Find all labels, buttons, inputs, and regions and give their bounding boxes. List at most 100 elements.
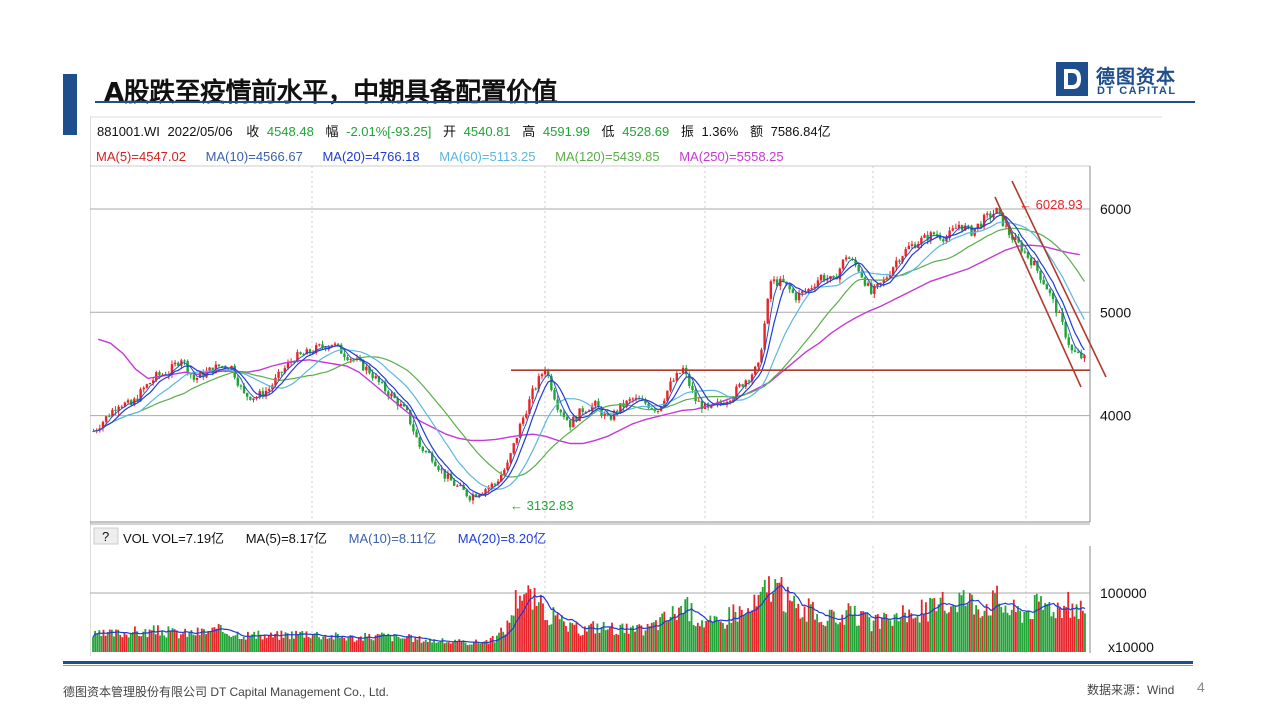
volume-bar (632, 625, 634, 652)
volume-bar (131, 632, 134, 652)
volume-bar (481, 641, 484, 652)
volume-bar (569, 622, 572, 652)
volume-bar (807, 598, 810, 652)
volume-bar (981, 616, 984, 652)
volume-bar (678, 607, 680, 652)
candle-body (942, 239, 945, 242)
volume-bar (991, 590, 994, 652)
candle-body (120, 406, 123, 408)
candle-body (452, 480, 456, 486)
header-date: 2022/05/06 (168, 124, 233, 139)
candle-body (766, 298, 769, 324)
volume-bar (860, 611, 862, 652)
volume-bar (941, 591, 944, 652)
volume-bar (778, 582, 781, 652)
volume-bar (711, 621, 714, 652)
candle-body (308, 349, 312, 354)
volume-bar (364, 632, 366, 652)
volume-bar (125, 634, 128, 652)
volume-bar (910, 613, 913, 652)
volume-bar (334, 632, 337, 652)
volume-bar (722, 623, 724, 652)
volume-bar (1065, 607, 1068, 652)
volume-bar (627, 633, 630, 652)
volume-bar (485, 640, 488, 652)
volume-bar (573, 624, 576, 652)
volume-bar (1042, 609, 1045, 652)
candle-body (148, 383, 152, 385)
volume-bar (539, 594, 542, 652)
volume-bar (253, 631, 256, 652)
volume-help-button[interactable] (93, 527, 119, 545)
candle-body (697, 400, 700, 402)
price-tick-5000: 5000 (1100, 304, 1131, 320)
candle-body (675, 373, 678, 381)
price-tick-4000: 4000 (1100, 408, 1131, 424)
candle-body (860, 271, 864, 278)
volume-bar (891, 625, 894, 652)
channel-line-upper (1011, 180, 1107, 378)
volume-bar (470, 644, 473, 652)
volume-bar (148, 629, 151, 652)
volume-bar (600, 627, 603, 652)
volume-bar (284, 632, 287, 652)
candle-body (750, 374, 754, 381)
volume-bar (565, 625, 567, 652)
volume-bar (816, 614, 818, 652)
volume-bar (353, 641, 356, 652)
candle-body (503, 469, 506, 475)
candle-body (365, 366, 368, 371)
volume-bar (554, 615, 557, 652)
volume-bar (357, 637, 360, 652)
candle-body (747, 380, 751, 382)
volume-bar (596, 623, 599, 652)
volume-bar (389, 635, 392, 652)
volume-bar (899, 617, 902, 652)
volume-bar (803, 606, 806, 652)
candle-body (274, 377, 277, 386)
candle-body (873, 286, 876, 294)
price-axis-ticks: 6000 5000 4000 (1100, 201, 1131, 424)
candle-body (1029, 257, 1033, 266)
candle-body (794, 292, 798, 301)
volume-bar (996, 585, 998, 652)
candle-body (1070, 344, 1074, 351)
volume-bar (500, 627, 503, 652)
candle-body (101, 421, 105, 429)
volume-bar (650, 622, 653, 652)
candle-body (393, 393, 396, 399)
volume-bar (983, 610, 986, 652)
peak-arrow: ← (1019, 197, 1036, 212)
candle-body (500, 474, 503, 482)
volume-bar (824, 626, 827, 652)
candle-body (848, 257, 851, 259)
candle-body (123, 402, 127, 407)
volume-bar (577, 633, 580, 652)
volume-bar (694, 626, 697, 652)
candle-body (832, 276, 835, 278)
volume-bar (609, 627, 611, 652)
volume-bar (443, 643, 446, 652)
volume-bar (318, 637, 320, 652)
candle-body (346, 357, 349, 361)
volume-bar (226, 633, 228, 652)
candle-body (923, 234, 926, 238)
candle-body (496, 481, 500, 485)
volume-bar (452, 642, 454, 652)
volume-bar (642, 635, 645, 652)
volume-bar (213, 627, 216, 652)
volume-bar (925, 602, 927, 652)
candle-body (418, 437, 421, 447)
candle-body (318, 344, 321, 346)
volume-bar (562, 621, 565, 652)
vol-ma20: MA(20)=8.20亿 (458, 531, 547, 546)
candle-body (568, 420, 572, 428)
volume-bar (94, 630, 97, 652)
candle-body (935, 234, 939, 236)
volume-bar (680, 605, 682, 652)
volume-bar (535, 605, 538, 652)
candle-body (525, 413, 528, 418)
volume-bar (516, 608, 519, 652)
volume-bar (740, 609, 743, 652)
volume-bar (523, 594, 526, 652)
